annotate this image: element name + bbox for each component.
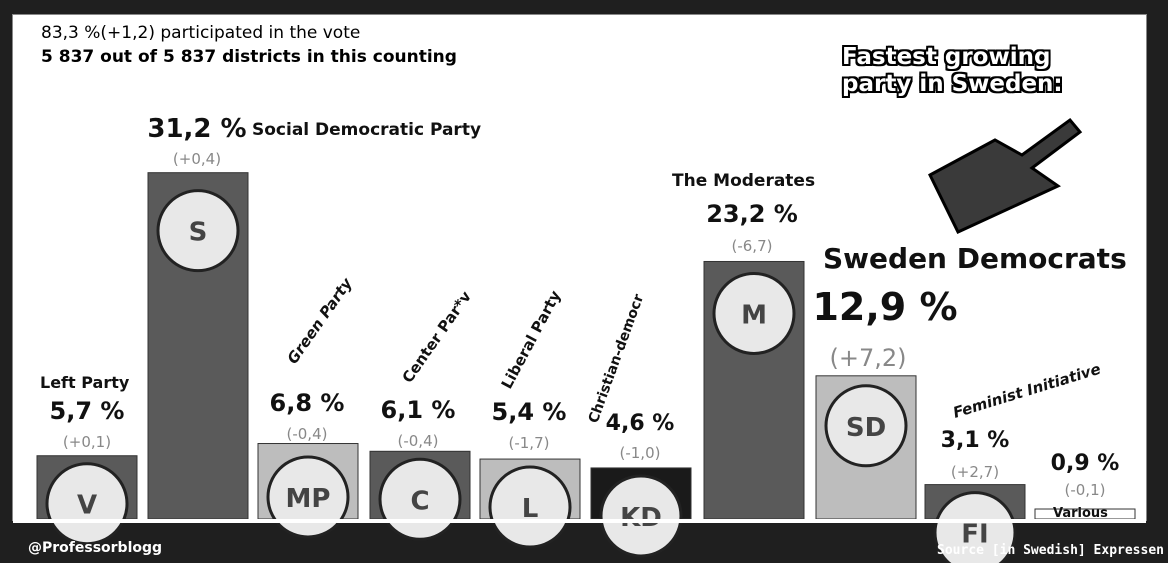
logo-text-social-democratic-party: S	[189, 218, 208, 248]
party-name-center-party: Center Par*v	[399, 288, 476, 387]
value-label-feminist-initiative: 3,1 %	[941, 428, 1010, 453]
source-credit: Source [in Swedish] Expressen	[937, 543, 1164, 558]
turnout-text: 83,3 %(+1,2) participated in the vote	[41, 23, 361, 43]
value-label-liberal-party: 5,4 %	[492, 398, 567, 426]
change-label-various: (-0,1)	[1065, 481, 1106, 499]
party-name-liberal-party: Liberal Party	[498, 287, 565, 391]
logo-text-christian-democrats: KD	[620, 503, 662, 533]
value-label-social-democratic-party: 31,2 %	[147, 114, 246, 144]
party-name-left-party: Left Party	[40, 373, 130, 392]
logo-feminist-initiative-icon	[933, 491, 1017, 563]
logo-text-center-party: C	[410, 486, 429, 516]
author-handle: @Professorblogg	[28, 540, 163, 556]
logo-text-green-party: MP	[286, 484, 331, 514]
value-label-christian-democrats: 4,6 %	[606, 411, 675, 436]
logo-text-liberal-party: L	[522, 494, 539, 524]
logo-text-feminist-initiative: FI	[961, 520, 988, 550]
logo-green-party-icon	[266, 455, 350, 539]
baseline	[13, 519, 1146, 523]
change-label-liberal-party: (-1,7)	[509, 434, 550, 452]
value-label-sweden-democrats: 12,9 %	[812, 285, 957, 329]
change-label-feminist-initiative: (+2,7)	[951, 463, 999, 481]
value-label-the-moderates: 23,2 %	[706, 200, 798, 228]
bars-layer: V S MP C L KD M SD FI	[13, 172, 1146, 563]
change-label-center-party: (-0,4)	[398, 432, 439, 450]
logo-left-party-icon	[45, 462, 129, 546]
change-label-left-party: (+0,1)	[63, 433, 111, 451]
logo-christian-democrats-icon	[599, 474, 683, 558]
change-label-green-party: (-0,4)	[287, 425, 328, 443]
districts-text: 5 837 out of 5 837 districts in this cou…	[41, 47, 457, 67]
logo-text-the-moderates: M	[741, 300, 767, 330]
value-label-left-party: 5,7 %	[50, 397, 125, 425]
party-name-the-moderates: The Moderates	[672, 171, 815, 191]
party-name-various: Various	[1053, 506, 1108, 521]
change-label-christian-democrats: (-1,0)	[620, 444, 661, 462]
logo-the-moderates-icon	[712, 271, 796, 355]
logo-text-sweden-democrats: SD	[846, 413, 886, 443]
value-label-various: 0,9 %	[1051, 451, 1120, 476]
party-name-green-party: Green Party	[284, 274, 357, 368]
party-name-feminist-initiative: Feminist Initiative	[951, 360, 1103, 422]
arrow-icon	[928, 117, 1083, 234]
change-label-sweden-democrats: (+7,2)	[829, 344, 906, 372]
party-name-christian-democrats: Christian-democr	[586, 292, 648, 425]
value-label-center-party: 6,1 %	[381, 396, 456, 424]
fastest-growing-callout: Fastest growing party in Sweden:	[842, 44, 1063, 97]
logo-liberal-party-icon	[488, 465, 572, 549]
logo-sweden-democrats-icon	[824, 384, 908, 468]
change-label-social-democratic-party: (+0,4)	[173, 150, 221, 168]
value-label-green-party: 6,8 %	[270, 389, 345, 417]
party-name-sweden-democrats: Sweden Democrats	[823, 242, 1127, 275]
change-label-the-moderates: (-6,7)	[732, 237, 773, 255]
logo-social-democratic-party-icon	[156, 189, 240, 273]
logo-text-left-party: V	[77, 491, 97, 521]
party-name-social-democratic-party: Social Democratic Party	[252, 120, 481, 140]
